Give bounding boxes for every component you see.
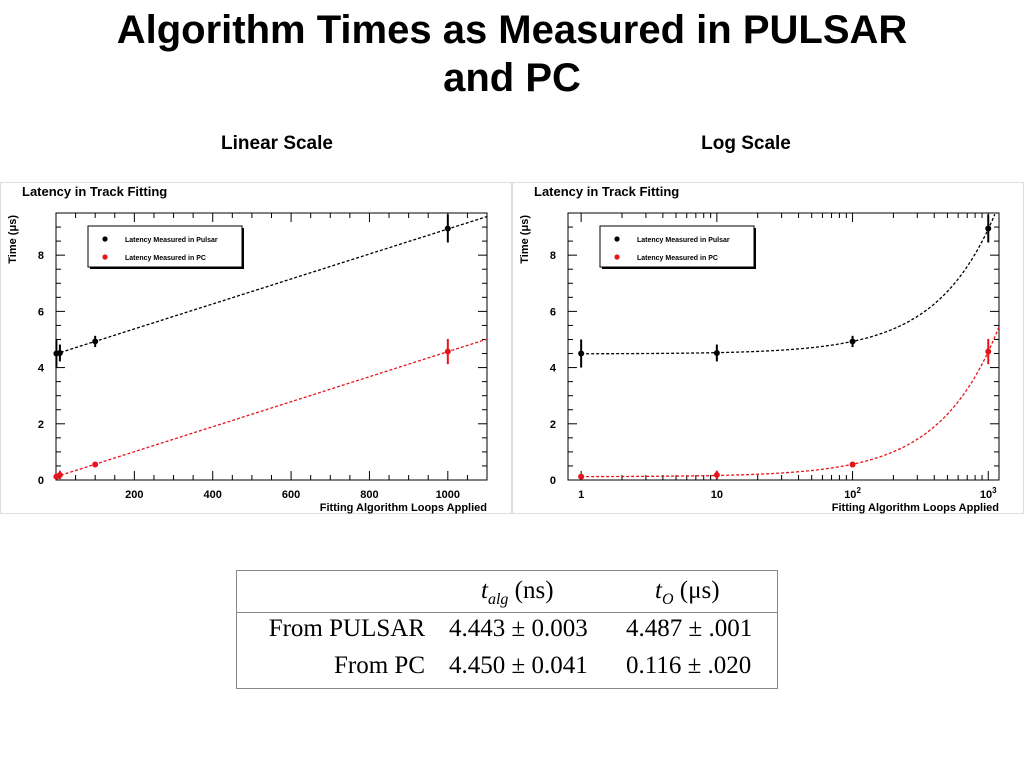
log-chart-legend-entry: Latency Measured in PC <box>637 255 718 262</box>
log-chart-legend-marker <box>614 236 620 242</box>
linear-chart-data-point <box>56 349 63 356</box>
linear-chart-x-tick-label: 1000 <box>436 489 460 501</box>
linear-scale-chart-svg: Latency in Track Fitting 0 2 4 6 8 200 400 600 80… <box>0 182 512 514</box>
log-chart-data-point <box>578 350 585 357</box>
log-chart-legend-marker <box>614 254 620 260</box>
log-chart-legend <box>599 225 755 268</box>
log-chart-fit-line-0 <box>581 214 996 355</box>
header-to-sub: O <box>661 591 674 608</box>
log-chart-title: Latency in Track Fitting <box>534 184 679 199</box>
results-table: talg (ns) tO (μs) From PULSAR 4.443 ± 0.… <box>236 570 778 689</box>
table-header-to: tO (μs) <box>655 577 720 609</box>
row-pulsar-to: 4.487 ± .001 <box>626 615 753 642</box>
log-chart-data-point <box>849 461 856 468</box>
linear-chart-y-tick-label: 4 <box>38 363 45 375</box>
log-chart-x-tick-label: 103 <box>980 486 997 501</box>
log-chart-plot-frame <box>567 212 1000 481</box>
slide-title-line-1: Algorithm Times as Measured in PULSAR <box>116 8 908 52</box>
linear-chart-legend-entry: Latency Measured in Pulsar <box>125 237 218 244</box>
log-chart-y-axis-label: Time (μs) <box>519 215 531 264</box>
linear-chart-fit-line-0 <box>55 215 488 355</box>
linear-chart-y-tick-label: 6 <box>38 306 44 318</box>
log-chart-y-tick-label: 2 <box>550 419 556 431</box>
linear-chart-x-tick-label: 400 <box>204 489 222 501</box>
linear-scale-chart: Latency in Track Fitting 0 2 4 6 8 200 400 600 80… <box>0 178 512 514</box>
linear-chart-data-point <box>444 348 451 355</box>
header-to-var: t <box>655 577 662 604</box>
log-chart-fit-line-1 <box>581 326 1000 478</box>
header-talg-sub: alg <box>487 591 509 608</box>
log-chart-data-point <box>849 338 856 345</box>
linear-chart-x-tick-label: 200 <box>125 489 143 501</box>
linear-chart-data-point <box>56 471 63 478</box>
log-chart-data-point <box>713 349 720 356</box>
linear-chart-canvas <box>0 182 512 514</box>
header-talg-var: t <box>481 577 488 604</box>
linear-chart-x-tick-label: 600 <box>282 489 300 501</box>
log-chart-y-tick-label: 6 <box>550 306 556 318</box>
log-chart-data-point <box>985 348 992 355</box>
log-chart-y-tick-label: 0 <box>550 475 556 487</box>
log-chart-data-point <box>578 473 585 480</box>
table-header-talg: talg (ns) <box>481 577 554 609</box>
linear-chart-x-axis-label: Fitting Algorithm Loops Applied <box>320 502 487 514</box>
linear-chart-data-point <box>444 225 451 232</box>
linear-chart-y-axis-label: Time (μs) <box>7 215 19 264</box>
log-chart-x-axis-label: Fitting Algorithm Loops Applied <box>832 502 999 514</box>
linear-chart-fit-line-1 <box>55 338 488 478</box>
slide-title-line-2: and PC <box>443 56 581 100</box>
row-pc-to: 0.116 ± .020 <box>626 652 752 679</box>
linear-chart-title: Latency in Track Fitting <box>22 184 167 199</box>
linear-chart-data-point <box>92 461 99 468</box>
slide-title: Algorithm Times as Measured in PULSAR an… <box>0 6 1024 102</box>
linear-scale-label: Linear Scale <box>221 133 333 154</box>
row-pc-talg: 4.450 ± 0.041 <box>449 652 588 679</box>
log-chart-data-point <box>985 225 992 232</box>
log-scale-chart-svg: Latency in Track Fitting 0 2 4 6 8 1 10 102 103Fi… <box>512 182 1024 514</box>
log-chart-x-tick-label: 102 <box>844 486 861 501</box>
row-label-pc: From PC <box>333 652 425 679</box>
header-talg-unit: (ns) <box>508 577 554 604</box>
row-pulsar-talg: 4.443 ± 0.003 <box>449 615 588 642</box>
linear-chart-x-tick-label: 800 <box>360 489 378 501</box>
linear-chart-y-tick-label: 8 <box>38 250 44 262</box>
log-chart-x-tick-label: 10 <box>711 489 723 501</box>
linear-chart-y-tick-label: 0 <box>38 475 44 487</box>
log-chart-y-tick-label: 4 <box>550 363 557 375</box>
linear-chart-legend <box>87 225 243 268</box>
linear-chart-legend-marker <box>102 254 108 260</box>
linear-chart-legend-entry: Latency Measured in PC <box>125 255 206 262</box>
linear-chart-y-tick-label: 2 <box>38 419 44 431</box>
row-label-pulsar: From PULSAR <box>268 615 425 642</box>
linear-chart-legend-marker <box>102 236 108 242</box>
table-header-row <box>237 571 777 613</box>
log-chart-x-tick-label: 1 <box>578 489 584 501</box>
log-scale-label: Log Scale <box>701 133 791 154</box>
linear-chart-data-point <box>92 338 99 345</box>
log-chart-canvas <box>512 182 1024 514</box>
log-scale-chart: Latency in Track Fitting 0 2 4 6 8 1 10 102 103 Fi… <box>512 178 1024 514</box>
log-chart-y-tick-label: 8 <box>550 250 556 262</box>
log-chart-legend-entry: Latency Measured in Pulsar <box>637 237 730 244</box>
header-to-unit: (μs) <box>673 577 720 604</box>
log-chart-data-point <box>713 471 720 478</box>
